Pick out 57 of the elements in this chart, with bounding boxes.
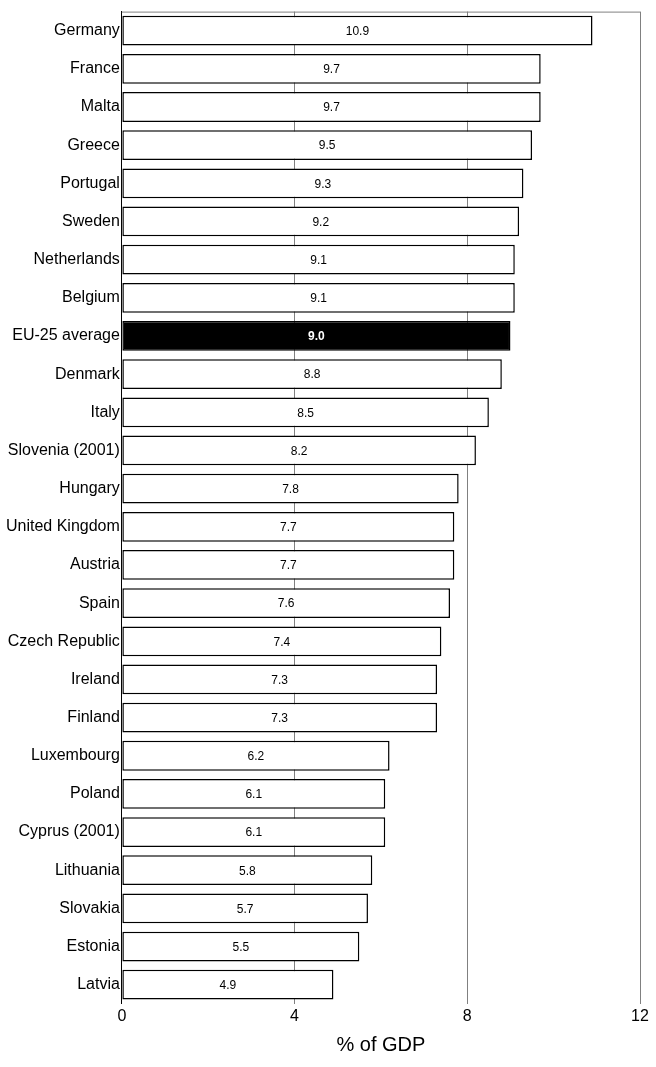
data-label: 5.5 [232, 939, 250, 954]
data-label: 9.0 [308, 329, 326, 344]
data-label: 9.2 [312, 214, 330, 229]
data-label: 9.7 [323, 62, 341, 77]
y-tick-label: Czech Republic [7, 631, 120, 649]
y-tick-label: Italy [90, 402, 120, 420]
data-label: 7.8 [282, 481, 300, 496]
y-tick-label: Germany [54, 21, 120, 39]
y-tick-label: Hungary [59, 479, 120, 497]
data-label: 6.1 [245, 825, 263, 840]
data-label: 7.7 [279, 558, 297, 573]
y-tick-label: Belgium [62, 288, 120, 306]
y-tick-label: Portugal [60, 173, 120, 191]
y-tick-label: Malta [80, 97, 120, 115]
x-tick-label: 12 [631, 1006, 649, 1024]
data-label: 9.1 [310, 252, 328, 267]
y-tick-label: Sweden [62, 211, 120, 229]
y-tick-label: France [70, 59, 120, 77]
y-tick-label: Spain [78, 593, 120, 611]
y-tick-label: Slovakia [59, 898, 120, 916]
y-tick-label: Netherlands [33, 250, 120, 268]
data-label: 7.7 [279, 520, 297, 535]
x-tick-label: 0 [117, 1006, 127, 1024]
x-axis-title: % of GDP [336, 1032, 426, 1055]
data-label: 5.8 [238, 863, 256, 878]
y-tick-label: Greece [67, 135, 120, 153]
data-label: 7.3 [271, 710, 289, 725]
y-tick-label: Cyprus (2001) [18, 822, 120, 840]
y-tick-label: Luxembourg [30, 746, 120, 764]
y-tick-label: Slovenia (2001) [7, 440, 120, 458]
data-label: 5.7 [236, 901, 254, 916]
y-tick-label: EU-25 average [12, 326, 120, 344]
y-tick-label: Poland [70, 784, 120, 802]
data-label: 7.4 [273, 634, 291, 649]
data-label: 9.5 [318, 138, 336, 153]
data-label: 4.9 [219, 978, 237, 993]
x-tick-label: 4 [290, 1006, 300, 1024]
y-tick-label: Austria [70, 555, 120, 573]
y-tick-label: United Kingdom [6, 517, 120, 535]
data-label: 8.8 [303, 367, 321, 382]
data-label: 9.1 [310, 291, 328, 306]
x-tick-label: 8 [462, 1006, 472, 1024]
data-label: 7.3 [271, 672, 289, 687]
y-tick-label: Denmark [54, 364, 121, 382]
data-label: 10.9 [345, 23, 370, 38]
y-tick-label: Finland [67, 707, 120, 725]
data-label: 8.2 [290, 443, 308, 458]
data-label: 9.7 [323, 100, 341, 115]
y-tick-label: Ireland [70, 669, 120, 687]
data-label: 6.2 [247, 749, 265, 764]
y-tick-label: Lithuania [54, 860, 120, 878]
data-label: 7.6 [277, 596, 295, 611]
data-label: 9.3 [314, 176, 332, 191]
y-tick-label: Latvia [77, 975, 120, 993]
data-label: 8.5 [297, 405, 315, 420]
y-tick-label: Estonia [66, 936, 120, 954]
data-label: 6.1 [245, 787, 263, 802]
